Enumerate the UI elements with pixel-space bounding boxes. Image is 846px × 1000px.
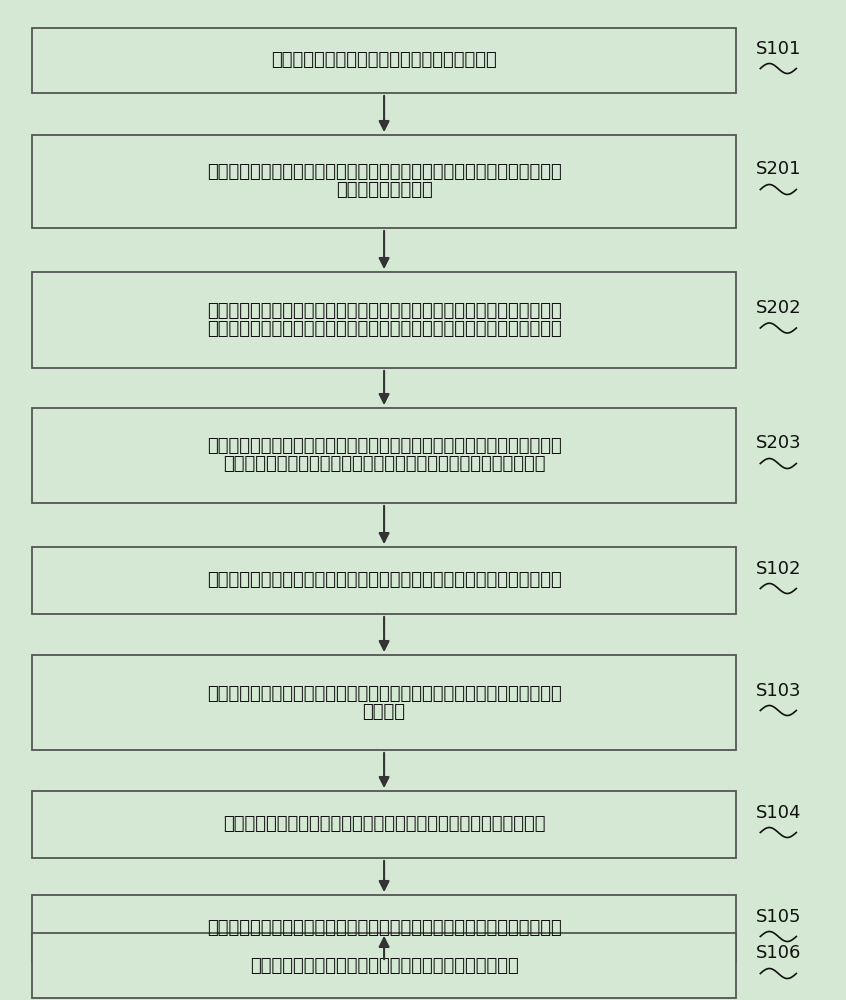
Text: S201: S201 bbox=[755, 160, 801, 178]
FancyBboxPatch shape bbox=[32, 791, 736, 858]
Text: S203: S203 bbox=[755, 434, 801, 452]
Text: 基于植物的最佳生长环境曲线，设置植物的生长环境参数: 基于植物的最佳生长环境曲线，设置植物的生长环境参数 bbox=[250, 956, 519, 974]
Text: 获取植物的生长阶段的多组历史生长环境参数和多组历史生长环境参数分别: 获取植物的生长阶段的多组历史生长环境参数和多组历史生长环境参数分别 bbox=[206, 163, 562, 182]
FancyBboxPatch shape bbox=[32, 655, 736, 750]
FancyBboxPatch shape bbox=[32, 895, 736, 962]
Text: S101: S101 bbox=[755, 39, 801, 57]
Text: S202: S202 bbox=[755, 299, 801, 317]
Text: 根据多组历史生长环境参数分别对应的植物生长图像，获取多组历史生长环: 根据多组历史生长环境参数分别对应的植物生长图像，获取多组历史生长环 bbox=[206, 302, 562, 320]
FancyBboxPatch shape bbox=[32, 408, 736, 503]
FancyBboxPatch shape bbox=[32, 933, 736, 998]
FancyBboxPatch shape bbox=[32, 28, 736, 93]
Text: 将植物生长信息输入生长阶段对应的植物生长评级模型，获取植物生长状态: 将植物生长信息输入生长阶段对应的植物生长评级模型，获取植物生长状态 bbox=[206, 684, 562, 702]
Text: 综合评分: 综合评分 bbox=[363, 702, 405, 720]
Text: S105: S105 bbox=[755, 908, 801, 926]
Text: 境参数分别对应的历史生长信息，得到植物的生长阶段的多组历史生长信息: 境参数分别对应的历史生长信息，得到植物的生长阶段的多组历史生长信息 bbox=[206, 320, 562, 338]
Text: 根据植物每个生长阶段的最佳生长环境参数，生成植物的最佳生长环境曲线: 根据植物每个生长阶段的最佳生长环境参数，生成植物的最佳生长环境曲线 bbox=[206, 920, 562, 938]
Text: S102: S102 bbox=[755, 560, 801, 578]
Text: 应的历史生长信息进行拟合分析，得到生长阶段对应的植物生长模型: 应的历史生长信息进行拟合分析，得到生长阶段对应的植物生长模型 bbox=[222, 456, 546, 474]
FancyBboxPatch shape bbox=[32, 272, 736, 368]
Text: 将植物生长环境参数输入生长阶段对应的植物生长模型，获取植物生长信息: 将植物生长环境参数输入生长阶段对应的植物生长模型，获取植物生长信息 bbox=[206, 572, 562, 589]
Text: S104: S104 bbox=[755, 804, 801, 822]
Text: 接收预设的多个时间点对应的植物生长环境参数: 接收预设的多个时间点对应的植物生长环境参数 bbox=[272, 51, 497, 70]
Text: 对应的植物生长图像: 对应的植物生长图像 bbox=[336, 182, 432, 200]
Text: 对植物的生长阶段的多组历史生长环境参数和多组历史生长环境参数分别对: 对植物的生长阶段的多组历史生长环境参数和多组历史生长环境参数分别对 bbox=[206, 438, 562, 456]
Text: 根据植物生长状态综合评分，确定植物生长阶段的最佳生长环境参数: 根据植物生长状态综合评分，确定植物生长阶段的最佳生长环境参数 bbox=[222, 816, 546, 834]
FancyBboxPatch shape bbox=[32, 547, 736, 614]
Text: S103: S103 bbox=[755, 682, 801, 700]
Text: S106: S106 bbox=[755, 944, 801, 962]
FancyBboxPatch shape bbox=[32, 135, 736, 228]
